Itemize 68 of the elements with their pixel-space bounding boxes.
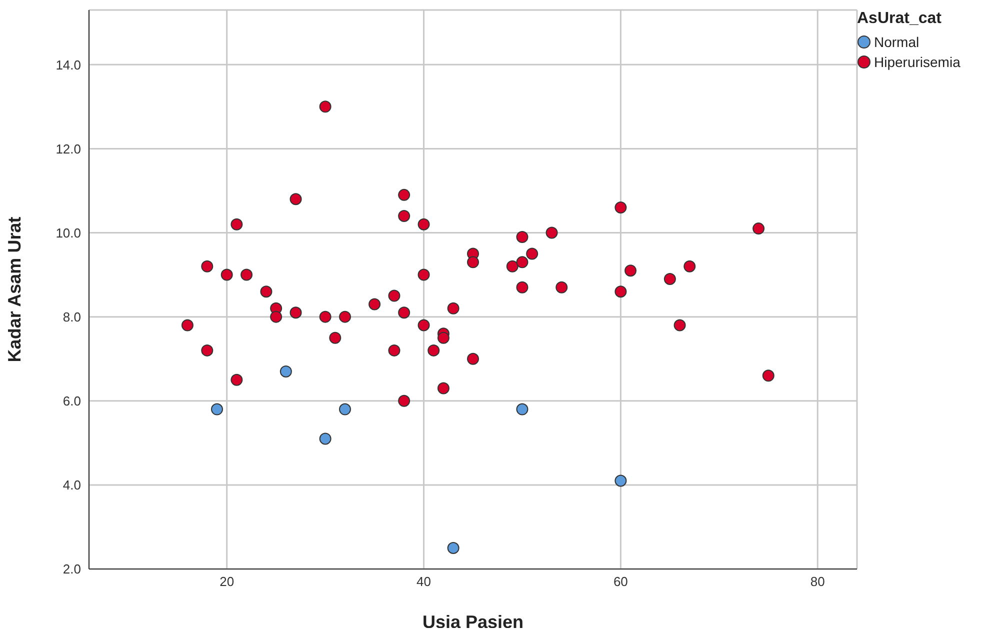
- point: [684, 260, 696, 272]
- x-tick-label: 20: [220, 574, 234, 590]
- point: [506, 260, 518, 272]
- point: [556, 281, 568, 294]
- y-tick-label: 10.0: [56, 225, 81, 240]
- point: [526, 248, 538, 260]
- point: [752, 222, 765, 235]
- y-tick-label: 6.0: [62, 393, 81, 408]
- point: [762, 370, 774, 382]
- point: [220, 268, 233, 281]
- legend-label: Normal: [874, 34, 920, 50]
- point: [546, 226, 558, 239]
- point: [418, 218, 430, 230]
- y-tick-label: 12.0: [56, 141, 81, 156]
- point: [388, 290, 400, 302]
- point: [447, 302, 460, 314]
- point: [674, 319, 686, 332]
- point: [614, 286, 627, 298]
- y-tick-label: 4.0: [62, 478, 81, 493]
- point: [339, 310, 351, 323]
- point: [614, 474, 627, 487]
- point: [467, 352, 479, 365]
- point: [339, 403, 351, 416]
- point: [664, 272, 676, 285]
- point: [398, 188, 410, 201]
- point: [319, 100, 332, 113]
- point: [437, 382, 450, 394]
- point: [418, 319, 430, 332]
- point: [516, 256, 528, 268]
- point: [329, 332, 342, 344]
- point: [240, 268, 253, 281]
- point: [319, 310, 332, 323]
- point: [280, 365, 292, 378]
- point: [290, 193, 302, 206]
- y-tick-label: 2.0: [62, 562, 81, 577]
- point: [230, 218, 243, 230]
- point: [516, 403, 528, 416]
- y-tick-label: 14.0: [56, 57, 81, 72]
- point: [467, 256, 479, 268]
- point: [260, 286, 272, 298]
- point: [270, 310, 282, 323]
- point: [614, 202, 627, 214]
- point: [398, 210, 410, 222]
- point: [211, 403, 223, 416]
- point: [447, 542, 460, 554]
- point: [368, 298, 381, 310]
- point: [437, 332, 450, 344]
- point: [230, 374, 243, 386]
- point: [181, 319, 194, 332]
- x-tick-label: 40: [416, 574, 432, 590]
- point: [516, 230, 528, 243]
- point: [516, 281, 528, 294]
- point: [418, 268, 430, 281]
- point: [398, 394, 410, 407]
- point: [201, 344, 214, 356]
- point: [319, 432, 332, 445]
- point: [624, 264, 637, 277]
- point: [428, 344, 440, 356]
- point: [388, 344, 400, 356]
- point: [290, 306, 302, 319]
- x-tick-label: 60: [613, 574, 628, 590]
- y-tick-label: 8.0: [62, 309, 81, 324]
- x-tick-label: 80: [810, 574, 825, 590]
- point: [201, 260, 214, 272]
- point: [398, 306, 410, 319]
- x-axis-title: Usia Pasien: [422, 612, 524, 632]
- legend-title: AsUrat_cat: [857, 10, 942, 28]
- legend-label: Hiperurisemia: [874, 54, 960, 70]
